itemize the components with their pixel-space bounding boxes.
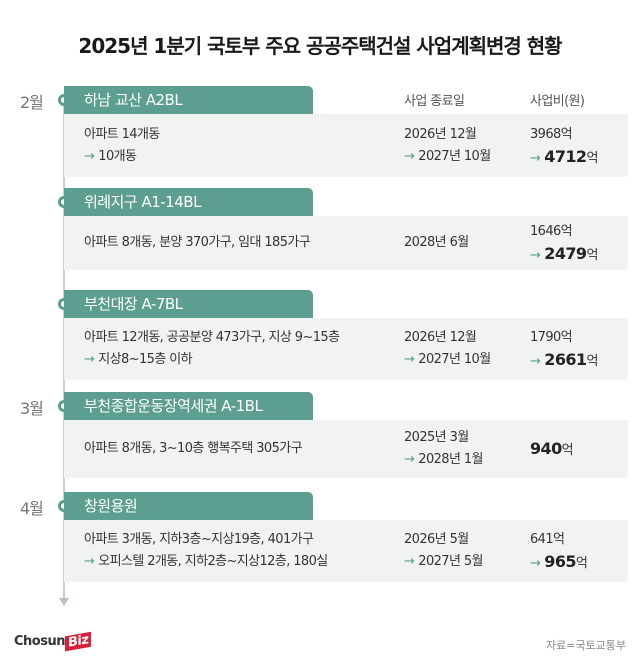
project-name: 위례지구 A1-14BL — [64, 188, 313, 216]
cost-unit: 억 — [586, 248, 598, 263]
cost-new: 965 — [544, 552, 576, 571]
cost-unit: 억 — [586, 354, 598, 369]
column-header-cost: 사업비(원) — [530, 94, 585, 109]
column-header-end-date: 사업 종료일 — [404, 94, 465, 109]
page-title: 2025년 1분기 국토부 주요 공공주택건설 사업계획변경 현황 — [78, 34, 562, 58]
timeline-arrow-icon — [59, 598, 69, 606]
cost-unit: 억 — [586, 150, 598, 166]
end-date-value: 2027년 5월 — [418, 554, 483, 569]
arrow-icon: → — [404, 452, 415, 467]
project-description: 아파트 3개동, 지하3층~지상19층, 401가구 → 오피스텔 2개동, 지하2… — [84, 529, 328, 573]
description-line: 아파트 8개동, 분양 370가구, 임대 185가구 — [84, 235, 311, 250]
month-label: 4월 — [20, 499, 44, 518]
project-name: 창원용원 — [64, 492, 313, 520]
end-date-value: 2026년 12월 — [404, 126, 477, 142]
project-cost: 940억 — [530, 438, 574, 462]
end-date-value: 2028년 6월 — [404, 235, 469, 250]
cost-new: 940 — [530, 439, 562, 458]
end-date-value: 2027년 10월 — [418, 148, 491, 164]
description-line: 지상8~15층 이하 — [98, 352, 192, 367]
cost-new: 2479 — [544, 244, 587, 263]
arrow-icon: → — [404, 148, 415, 164]
end-date: 2026년 5월 → 2027년 5월 — [404, 529, 484, 573]
end-date-value: 2025년 3월 — [404, 430, 469, 445]
cost-new: 4712 — [544, 146, 587, 166]
project-card: 아파트 3개동, 지하3층~지상19층, 401가구 → 오피스텔 2개동, 지하2… — [64, 520, 628, 582]
arrow-icon: → — [84, 352, 95, 367]
arrow-icon: → — [404, 554, 415, 569]
end-date-value: 2026년 12월 — [404, 330, 477, 345]
chosunbiz-logo: Chosun Biz — [14, 631, 92, 652]
project-card: 아파트 8개동, 3~10층 행복주택 305가구 2025년 3월 → 2028년 … — [64, 420, 628, 478]
cost-unit: 억 — [575, 556, 588, 571]
end-date-value: 2028년 1월 — [418, 452, 483, 467]
cost-unit: 억 — [561, 443, 574, 458]
arrow-icon: → — [530, 354, 541, 369]
month-label: 2월 — [20, 93, 44, 112]
project-cost: 3968억 → 4712억 — [530, 124, 598, 170]
end-date-value: 2026년 5월 — [404, 532, 469, 547]
cost-old: 1790억 — [530, 330, 573, 345]
description-line: 아파트 3개동, 지하3층~지상19층, 401가구 — [84, 532, 314, 547]
end-date: 2025년 3월 → 2028년 1월 — [404, 427, 484, 471]
end-date: 2026년 12월 → 2027년 10월 — [404, 124, 491, 168]
description-line: 아파트 12개동, 공공분양 473가구, 지상 9~15층 — [84, 330, 340, 345]
description-line: 오피스텔 2개동, 지하2층~지상12층, 180실 — [98, 554, 328, 569]
end-date: 2028년 6월 — [404, 232, 469, 254]
project-card: 아파트 14개동 → 10개동 2026년 12월 → 2027년 10월 3968억 → 47… — [64, 114, 628, 177]
project-card: 아파트 12개동, 공공분양 473가구, 지상 9~15층 → 지상8~15층 이… — [64, 318, 628, 380]
cost-old: 1646억 — [530, 224, 573, 239]
arrow-icon: → — [530, 556, 541, 571]
arrow-icon: → — [530, 150, 541, 166]
end-date: 2026년 12월 → 2027년 10월 — [404, 327, 491, 371]
arrow-icon: → — [84, 554, 95, 569]
project-description: 아파트 8개동, 분양 370가구, 임대 185가구 — [84, 232, 311, 254]
project-cost: 641억 → 965억 — [530, 529, 588, 575]
project-name: 하남 교산 A2BL — [64, 86, 313, 114]
cost-new: 2661 — [544, 350, 587, 369]
description-line: 아파트 8개동, 3~10층 행복주택 305가구 — [84, 441, 303, 456]
arrow-icon: → — [530, 248, 541, 263]
project-description: 아파트 8개동, 3~10층 행복주택 305가구 — [84, 438, 303, 460]
project-name: 부천종합운동장역세권 A-1BL — [64, 392, 313, 420]
project-cost: 1790억 → 2661억 — [530, 327, 598, 373]
project-cost: 1646억 → 2479억 — [530, 221, 598, 267]
project-name: 부천대장 A-7BL — [64, 290, 313, 318]
description-line: 10개동 — [98, 148, 137, 164]
source-note: 자료=국토교통부 — [545, 639, 626, 652]
cost-old: 3968억 — [530, 126, 573, 142]
project-card: 아파트 8개동, 분양 370가구, 임대 185가구 2028년 6월 1646억… — [64, 216, 628, 270]
project-description: 아파트 14개동 → 10개동 — [84, 124, 160, 168]
cost-old: 641억 — [530, 532, 565, 547]
description-line: 아파트 14개동 — [84, 126, 160, 142]
arrow-icon: → — [84, 148, 95, 164]
project-description: 아파트 12개동, 공공분양 473가구, 지상 9~15층 → 지상8~15층 이… — [84, 327, 340, 371]
month-label: 3월 — [20, 399, 44, 418]
end-date-value: 2027년 10월 — [418, 352, 491, 367]
arrow-icon: → — [404, 352, 415, 367]
